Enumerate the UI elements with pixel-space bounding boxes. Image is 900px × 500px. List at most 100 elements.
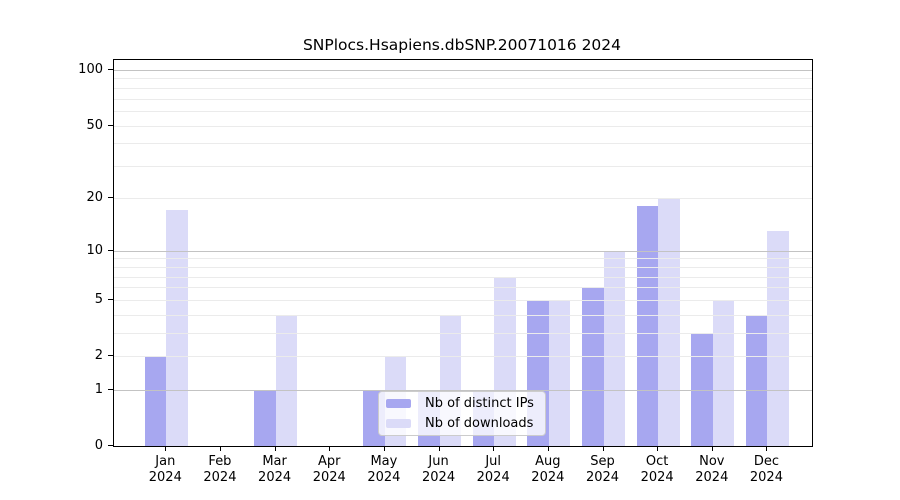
bar-nb-of-downloads-mar (275, 314, 298, 446)
x-tick-year: 2024 (258, 470, 292, 485)
x-tick-month: Jul (485, 454, 502, 469)
x-tick-label-aug: Aug 2024 (513, 454, 583, 486)
x-tick-month: Feb (208, 454, 232, 469)
minor-gridline (114, 333, 812, 335)
legend-swatch-icon (386, 399, 411, 409)
minor-gridline (114, 166, 812, 168)
x-tick-month: Jun (428, 454, 449, 469)
bar-nb-of-downloads-sep (603, 250, 625, 446)
minor-gridline (114, 143, 812, 145)
y-tick (108, 388, 113, 390)
y-tick (108, 249, 113, 251)
x-tick (165, 446, 167, 451)
x-tick (547, 446, 549, 451)
x-tick-year: 2024 (476, 470, 510, 485)
x-tick (219, 446, 221, 451)
x-tick-year: 2024 (695, 470, 729, 485)
y-tick-label: 10 (86, 242, 103, 258)
major-gridline (114, 250, 812, 252)
y-tick-label: 50 (86, 117, 103, 133)
x-tick (438, 446, 440, 451)
x-tick (711, 446, 713, 451)
x-tick-month: Aug (535, 454, 561, 469)
x-tick (657, 446, 659, 451)
y-tick (108, 445, 113, 446)
x-tick-year: 2024 (367, 470, 401, 485)
x-tick-label-jul: Jul 2024 (458, 454, 528, 486)
legend-label: Nb of distinct IPs (425, 396, 534, 412)
x-tick (766, 446, 768, 451)
x-tick-label-may: May 2024 (349, 454, 419, 486)
major-gridline (114, 69, 812, 71)
bar-nb-of-downloads-aug (548, 299, 571, 446)
plot-area: Nb of distinct IPs Nb of downloads (113, 59, 813, 447)
x-tick (329, 446, 331, 451)
x-tick-year: 2024 (640, 470, 674, 485)
x-tick-label-feb: Feb 2024 (185, 454, 255, 486)
x-tick-month: Jan (155, 454, 176, 469)
x-tick-month: Apr (318, 454, 341, 469)
bar-nb-of-downloads-dec (767, 230, 789, 446)
x-tick (274, 446, 276, 451)
y-tick (108, 298, 113, 300)
legend-item-nb-of-downloads: Nb of downloads (385, 416, 539, 432)
x-tick-year: 2024 (312, 470, 346, 485)
bar-nb-of-downloads-oct (658, 197, 680, 446)
x-tick-label-oct: Oct 2024 (622, 454, 692, 486)
bar-nb-of-distinct-ips-mar (254, 389, 276, 446)
y-tick (108, 68, 113, 70)
minor-gridline (114, 314, 812, 316)
x-tick-label-apr: Apr 2024 (294, 454, 364, 486)
minor-gridline (114, 87, 812, 89)
minor-gridline (114, 197, 812, 199)
x-tick-year: 2024 (148, 470, 182, 485)
minor-gridline (114, 98, 812, 100)
x-tick-year: 2024 (203, 470, 237, 485)
x-tick-label-sep: Sep 2024 (568, 454, 638, 486)
minor-gridline (114, 287, 812, 289)
x-tick-label-jan: Jan 2024 (130, 454, 200, 486)
x-tick-label-nov: Nov 2024 (677, 454, 747, 486)
x-tick-month: Oct (645, 454, 669, 469)
legend-label: Nb of downloads (425, 415, 534, 431)
chart-title: SNPlocs.Hsapiens.dbSNP.20071016 2024 (302, 36, 622, 54)
x-tick-year: 2024 (531, 470, 565, 485)
bar-nb-of-distinct-ips-sep (582, 287, 604, 446)
x-tick (602, 446, 604, 451)
x-tick-year: 2024 (749, 470, 783, 485)
y-tick-label: 100 (78, 61, 103, 77)
minor-gridline (114, 258, 812, 260)
y-tick-label: 2 (94, 348, 103, 364)
legend-swatch-icon (386, 418, 411, 428)
x-tick-label-mar: Mar 2024 (240, 454, 310, 486)
minor-gridline (114, 266, 812, 268)
y-tick-label: 1 (94, 381, 103, 397)
x-tick (383, 446, 385, 451)
x-tick-label-dec: Dec 2024 (731, 454, 801, 486)
bar-nb-of-distinct-ips-oct (636, 206, 659, 446)
bar-nb-of-downloads-jan (166, 210, 188, 446)
x-tick-label-jun: Jun 2024 (404, 454, 474, 486)
y-tick-label: 0 (94, 438, 103, 453)
legend: Nb of distinct IPs Nb of downloads (378, 391, 546, 436)
x-tick-month: Dec (753, 454, 780, 469)
y-tick (108, 355, 113, 357)
legend-item-nb-of-distinct-ips: Nb of distinct IPs (385, 396, 539, 412)
bar-nb-of-downloads-nov (712, 299, 735, 446)
x-tick-year: 2024 (422, 470, 456, 485)
minor-gridline (114, 125, 812, 127)
x-tick (493, 446, 495, 451)
x-tick-month: Sep (590, 454, 615, 469)
minor-gridline (114, 276, 812, 278)
minor-gridline (114, 110, 812, 112)
minor-gridline (114, 356, 812, 358)
x-tick-month: Mar (262, 454, 287, 469)
minor-gridline (114, 78, 812, 80)
bar-nb-of-distinct-ips-dec (745, 314, 768, 446)
x-tick-month: Nov (699, 454, 725, 469)
x-tick-year: 2024 (585, 470, 620, 485)
y-tick-label: 20 (86, 189, 103, 205)
minor-gridline (114, 299, 812, 301)
bar-nb-of-distinct-ips-jan (144, 356, 167, 446)
